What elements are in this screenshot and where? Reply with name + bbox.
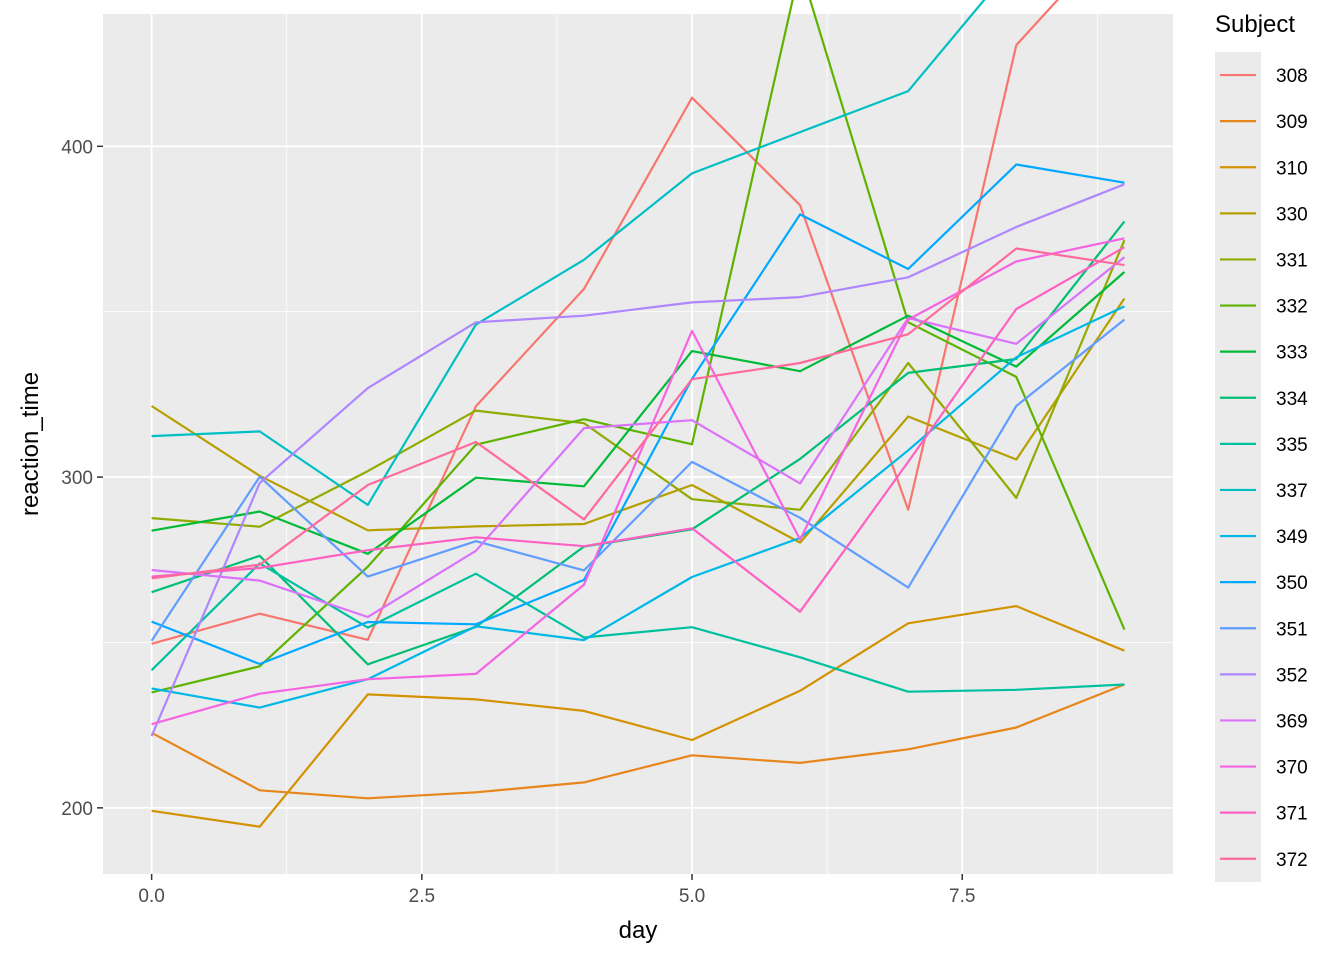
series-line-335	[150, 562, 1125, 693]
legend-label-351: 351	[1276, 619, 1308, 640]
legend-label-310: 310	[1276, 158, 1308, 179]
series-line-337	[151, 0, 986, 506]
x-tick-label: 7.5	[949, 886, 975, 907]
series-line-308	[151, 0, 1059, 645]
series-line-309	[151, 683, 1125, 800]
series-line-349	[151, 305, 1125, 709]
panel-background	[103, 14, 1173, 874]
y-tick-label: 400	[61, 137, 93, 158]
series-line-369	[151, 256, 1126, 619]
series-line-350	[151, 163, 1125, 666]
legend-label-352: 352	[1276, 665, 1308, 686]
x-axis-title: day	[619, 917, 658, 944]
legend-label-330: 330	[1276, 204, 1308, 225]
legend-label-333: 333	[1276, 343, 1308, 364]
x-tick-label: 0.0	[138, 886, 164, 907]
series-line-352	[150, 183, 1125, 737]
legend-items: 308 309 310 330 331 332 333 334 335 337 349 350 351 3…	[1220, 66, 1308, 871]
series-line-310	[151, 604, 1125, 828]
legend-label-335: 335	[1276, 435, 1308, 456]
legend-label-371: 371	[1276, 804, 1308, 825]
y-tick-label: 200	[61, 799, 93, 820]
legend-label-332: 332	[1276, 297, 1308, 318]
series-line-330	[151, 297, 1126, 544]
legend-label-337: 337	[1276, 481, 1308, 502]
series-line-332	[151, 0, 1126, 694]
series-line-372	[151, 247, 1125, 580]
series-line-331	[151, 239, 1126, 528]
legend-label-309: 309	[1276, 112, 1308, 133]
series-line-333	[151, 271, 1126, 555]
legend: Subject 308 309 310 330 331 332 333 334 335 337 34…	[1215, 11, 1308, 882]
legend-label-349: 349	[1276, 527, 1308, 548]
legend-label-369: 369	[1276, 711, 1308, 732]
legend-label-308: 308	[1276, 66, 1308, 87]
legend-key-background	[1215, 52, 1261, 882]
y-axis: 200 300 400	[61, 137, 103, 820]
legend-label-370: 370	[1276, 758, 1308, 779]
x-tick-label: 2.5	[409, 886, 435, 907]
legend-title: Subject	[1215, 11, 1295, 38]
legend-label-372: 372	[1276, 850, 1308, 871]
series-line-351	[150, 318, 1126, 642]
series-line-371	[151, 246, 1125, 613]
legend-label-350: 350	[1276, 573, 1308, 594]
series-lines	[150, 0, 1126, 828]
x-tick-label: 5.0	[679, 886, 705, 907]
y-axis-title: reaction_time	[17, 372, 44, 516]
y-tick-label: 300	[61, 468, 93, 489]
legend-label-331: 331	[1276, 250, 1308, 271]
legend-label-334: 334	[1276, 389, 1308, 410]
x-axis: 0.0 2.5 5.0 7.5	[138, 874, 975, 907]
